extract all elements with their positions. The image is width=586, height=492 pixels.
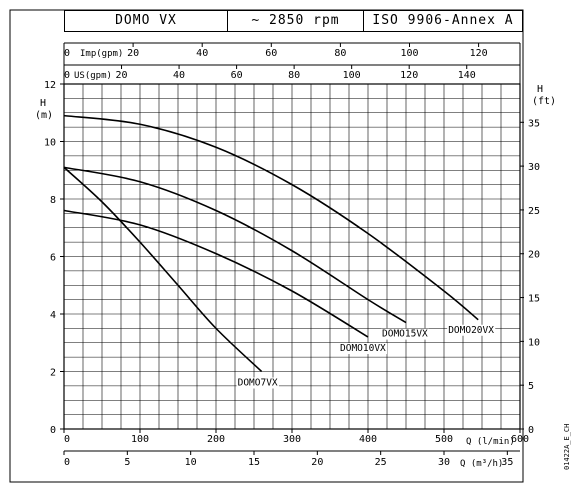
us-tick-label: 20 — [116, 70, 128, 81]
us-tick-label: 120 — [400, 70, 418, 81]
top-axis-label-us: US(gpm) — [74, 71, 112, 81]
x-tick-label: 500 — [435, 434, 453, 445]
series-label-background — [236, 377, 279, 389]
series-line-domo10vx — [63, 209, 369, 338]
y-tick-label: 2 — [50, 368, 56, 379]
x-tick-label: 600 — [511, 434, 529, 445]
ft-tick-label: 30 — [528, 162, 540, 173]
y-tick-label: 10 — [44, 138, 56, 149]
left-axis-label-h: H — [40, 98, 46, 109]
imp-tick-label: 80 — [334, 48, 346, 59]
chart-labels: DOMO7VX DOMO10VX DOMO15VX DOMO20VX — [236, 324, 496, 389]
ft-tick-label: 15 — [528, 294, 540, 305]
y-tick-label: 0 — [50, 425, 56, 436]
ft-tick-label: 20 — [528, 250, 540, 261]
imp-tick-label: 120 — [470, 48, 488, 59]
us-tick-label: 40 — [173, 70, 185, 81]
m3h-tick-label: 25 — [375, 457, 387, 468]
imp-tick-label: 0 — [64, 48, 70, 59]
imp-tick-label: 40 — [196, 48, 208, 59]
m3h-tick-label: 0 — [64, 457, 70, 468]
imp-tick-label: 60 — [265, 48, 277, 59]
m3h-tick-label: 5 — [124, 457, 130, 468]
series-line-domo15vx — [63, 166, 407, 324]
us-tick-label: 60 — [231, 70, 243, 81]
us-tick-label: 80 — [288, 70, 300, 81]
x-tick-label: 400 — [359, 434, 377, 445]
outer-frame — [9, 9, 524, 483]
series-label-domo20vx: DOMO20VX — [448, 325, 494, 336]
ft-tick-label: 0 — [528, 425, 534, 436]
ft-tick-label: 5 — [528, 381, 534, 392]
chart-grid — [64, 84, 520, 429]
series-label-domo10vx: DOMO10VX — [340, 343, 386, 354]
imp-tick-label: 100 — [400, 48, 418, 59]
y-tick-label: 6 — [50, 253, 56, 264]
bottom-axis-label-lmin: Q (l/min) — [466, 437, 515, 447]
imp-tick-label: 20 — [127, 48, 139, 59]
m3h-tick-label: 15 — [248, 457, 260, 468]
bottom-axis-label-m3h: Q (m³/h) — [460, 459, 503, 469]
m3h-tick-label: 30 — [438, 457, 450, 468]
y-tick-label: 12 — [44, 80, 56, 91]
series-line-domo7vx — [63, 166, 263, 373]
ft-tick-label: 35 — [528, 118, 540, 129]
ft-tick-label: 10 — [528, 337, 540, 348]
ft-tick-label: 25 — [528, 206, 540, 217]
y-tick-label: 8 — [50, 195, 56, 206]
series-label-background — [381, 328, 430, 340]
x-tick-label: 200 — [207, 434, 225, 445]
right-axis-label-unit: (ft) — [532, 96, 556, 107]
us-tick-label: 100 — [343, 70, 361, 81]
m3h-tick-label: 35 — [501, 457, 513, 468]
series-line-domo20vx — [63, 114, 479, 321]
left-axis-label-unit: (m) — [35, 110, 53, 121]
m3h-tick-label: 10 — [185, 457, 197, 468]
top-axis-label-imp: Imp(gpm) — [80, 49, 123, 59]
x-tick-label: 0 — [64, 434, 70, 445]
series-label-domo7vx: DOMO7VX — [238, 378, 278, 389]
chart-series — [63, 114, 479, 373]
y-tick-label: 4 — [50, 310, 56, 321]
series-label-domo15vx: DOMO15VX — [382, 329, 428, 340]
chart-code: 01422A_E_CH — [563, 424, 571, 470]
x-tick-label: 300 — [283, 434, 301, 445]
right-axis-label-h: H — [537, 84, 543, 95]
series-label-background — [447, 324, 496, 336]
us-tick-label: 0 — [64, 70, 70, 81]
us-tick-label: 140 — [458, 70, 476, 81]
x-tick-label: 100 — [131, 434, 149, 445]
m3h-tick-label: 20 — [311, 457, 323, 468]
series-label-background — [339, 343, 388, 354]
